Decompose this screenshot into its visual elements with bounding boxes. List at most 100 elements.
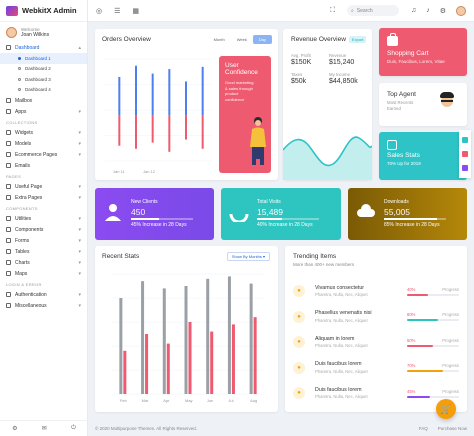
list-item[interactable]: ● Vivamus consectetur Pharetra, Nulla, Nec…: [293, 279, 459, 303]
mail-icon[interactable]: ✉: [41, 426, 47, 432]
sidebar-footer: ⚙ ✉ ⏻: [0, 420, 88, 436]
sidebar-item-useful-page[interactable]: Useful Page ▾: [0, 181, 87, 192]
sidebar-item-emails[interactable]: Emails: [0, 160, 87, 171]
sidebar-item-components[interactable]: Components ▾: [0, 224, 87, 235]
item-name: Duis faucibus lorem: [315, 386, 362, 393]
palette-icon[interactable]: [462, 137, 468, 143]
purchase-link[interactable]: Purchase Now: [437, 425, 467, 431]
notification-icon[interactable]: ♫: [410, 7, 417, 14]
cloud-download-icon: [357, 204, 375, 217]
lightbulb-icon: ●: [293, 310, 305, 323]
sidebar-item-mailbox[interactable]: Mailbox: [0, 95, 87, 106]
sidebar-subitem-dashboard-3[interactable]: Dashboard 3: [0, 74, 87, 85]
power-icon[interactable]: ⏻: [71, 425, 76, 431]
chevron-down-icon: ▾: [78, 108, 81, 115]
sidebar-subitem-dashboard-1[interactable]: Dashboard 1: [0, 53, 87, 64]
lock-icon: [6, 292, 11, 297]
item-percent: 45%: [407, 388, 416, 394]
tab-week[interactable]: Week: [236, 37, 247, 42]
x-tick-label: Aug: [250, 398, 257, 403]
recent-stats-card: Recent Stats Show By Months ▾ Feb Mar Apr M…: [95, 246, 278, 412]
x-tick-label: Mar: [142, 398, 150, 403]
sidebar-item-extra-pages[interactable]: Extra Pages ▾: [0, 192, 87, 203]
bar-red: [253, 317, 257, 394]
sidebar-subitem-dashboard-2[interactable]: Dashboard 2: [0, 64, 87, 75]
sliders-icon[interactable]: ☰: [114, 7, 121, 15]
metric-progress: [384, 218, 437, 220]
list-item[interactable]: ● Duis faucibus lorem Pharetra, Nulla, Nec…: [293, 356, 459, 380]
image-icon[interactable]: [462, 151, 468, 157]
list-item[interactable]: ● Aliquam in lorem Pharetra, Nulla, Nec, A…: [293, 330, 459, 354]
export-button[interactable]: Export: [348, 36, 367, 43]
bar-gray: [227, 276, 231, 394]
top-agent-card: Top Agent Most Recents Earned: [379, 83, 467, 126]
sidebar-item-maps[interactable]: Maps ▾: [0, 268, 87, 279]
item-progress: [407, 293, 428, 296]
shopping-cart-icon: 🛒: [440, 403, 452, 414]
list-item[interactable]: ● Duis faucibus lorem Pharetra, Nulla, Nec…: [293, 381, 459, 405]
cart-fab-button[interactable]: 🛒: [436, 399, 456, 419]
avatar[interactable]: [456, 5, 466, 16]
sidebar-item-authentication[interactable]: Authentication ▾: [0, 289, 87, 300]
fullscreen-icon[interactable]: ⛶: [330, 6, 335, 14]
sidebar-item-tables[interactable]: Tables ▾: [0, 246, 87, 257]
months-dropdown[interactable]: Show By Months ▾: [226, 252, 270, 261]
downloads-card: Downloads 55,005 85% Increase in 28 Days: [348, 188, 467, 240]
settings-icon[interactable]: ⚙: [12, 426, 18, 432]
sidebar-item-charts[interactable]: Charts ▾: [0, 257, 87, 268]
settings-icon[interactable]: ⚙: [439, 7, 446, 15]
orders-chart: Jan 11 Jan 12: [105, 58, 211, 174]
x-tick-label: Jun: [207, 398, 213, 403]
sidebar-item-utilities[interactable]: Utilities ▾: [0, 213, 87, 224]
stat-value: $44,850k: [329, 78, 358, 85]
bar-red: [210, 331, 214, 394]
sidebar-item-dashboard[interactable]: Dashboard ▴: [0, 42, 87, 53]
tab-month[interactable]: Month: [213, 37, 225, 42]
list-item[interactable]: ● Phasellus venenatis nisi Pharetra, Nulla…: [293, 305, 459, 329]
globe-icon[interactable]: ◎: [96, 7, 103, 15]
metric-progress: [257, 218, 282, 220]
stat-value: $50k: [291, 78, 307, 85]
search-icon: ⌕: [350, 7, 354, 14]
trending-items-card: Trending Items More than 400+ new member…: [285, 246, 467, 412]
stats-title: Sales Stats: [387, 152, 420, 159]
sidebar-item-widgets[interactable]: Widgets ▾: [0, 127, 87, 138]
user-panel[interactable]: Welcome Joan Wilkins: [0, 22, 87, 42]
sidebar-subitem-dashboard-4[interactable]: Dashboard 4: [0, 85, 87, 96]
sidebar-item-ecommerce[interactable]: Ecommerce Pages ▾: [0, 149, 87, 160]
grid-icon[interactable]: ▦: [132, 7, 140, 15]
metric-title: New Clients: [131, 199, 158, 205]
metric-value: 55,005: [384, 207, 410, 217]
search-input[interactable]: ⌕ Search: [346, 5, 399, 16]
brand[interactable]: WebkitX Admin: [0, 0, 87, 22]
faq-link[interactable]: FAQ: [418, 425, 428, 431]
section-pages: PAGES: [6, 173, 21, 179]
envelope-icon: [6, 163, 11, 168]
bar-red: [231, 324, 235, 394]
chevron-down-icon: ▾: [78, 194, 81, 201]
x-tick-label: Jan 12: [143, 169, 156, 174]
layout-icon[interactable]: [462, 165, 468, 171]
sidebar-item-forms[interactable]: Forms ▾: [0, 235, 87, 246]
sidebar-item-miscellaneous[interactable]: Miscellaneous ▾: [0, 300, 87, 311]
x-tick-label: Feb: [120, 398, 128, 403]
sidebar: WebkitX Admin Welcome Joan Wilkins Dashb…: [0, 0, 88, 436]
metric-value: 450: [131, 207, 146, 217]
metric-footer: 40% Increase in 28 Days: [257, 222, 313, 228]
item-percent: 40%: [407, 286, 416, 292]
topbar: ◎ ☰ ▦ ⛶ ⌕ Search ♫ ♪ ⚙: [88, 0, 474, 22]
agent-avatar: [439, 92, 455, 110]
tab-day[interactable]: Day: [252, 35, 272, 44]
chevron-up-icon: ▴: [78, 44, 81, 51]
sidebar-item-apps[interactable]: Apps ▾: [0, 106, 87, 117]
shopping-cart-card[interactable]: Shopping Cart Duis, Faucibus, Lorem, Vit…: [379, 28, 467, 76]
chevron-down-icon: ▾: [78, 215, 81, 222]
promo-text: Good marketing & sales through product c…: [225, 80, 254, 102]
bar-red: [145, 334, 149, 394]
x-tick-label: May: [185, 398, 193, 403]
promo-title: User Confidence: [225, 62, 258, 76]
sidebar-item-models[interactable]: Models ▾: [0, 138, 87, 149]
bell-icon[interactable]: ♪: [426, 7, 430, 14]
metric-title: Downloads: [384, 199, 409, 205]
item-desc: Pharetra, Nulla, Nec, Aliquet: [315, 343, 368, 349]
